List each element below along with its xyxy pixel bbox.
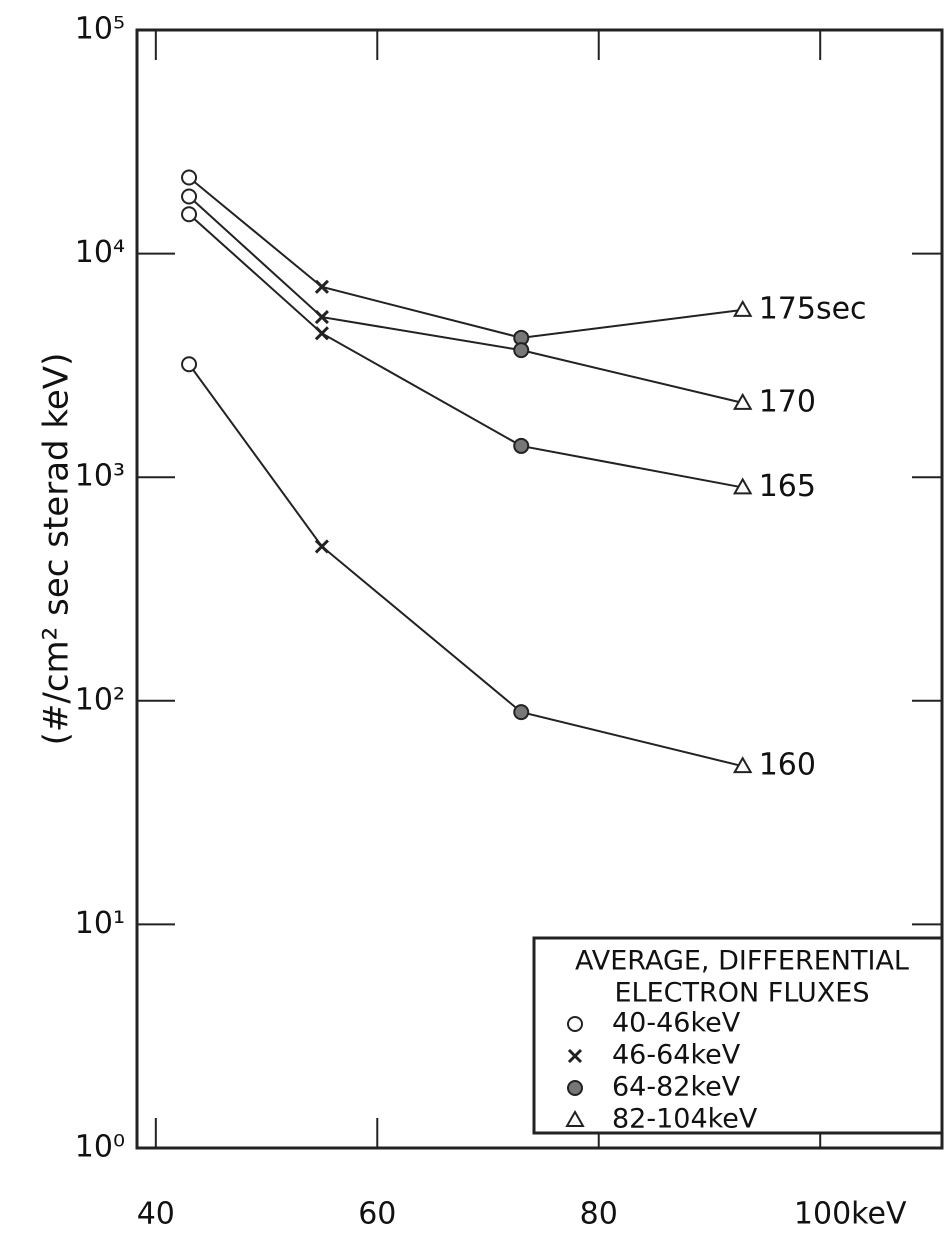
- marker-triangle: [732, 477, 753, 495]
- marker-triangle: [732, 392, 753, 410]
- marker-circle: [567, 1016, 583, 1032]
- legend-title: ELECTRON FLUXES: [615, 978, 870, 1009]
- marker-cross: [567, 1048, 583, 1064]
- marker-circle: [181, 169, 198, 186]
- legend-label: 40-46keV: [612, 1008, 741, 1039]
- marker-circle: [181, 206, 198, 223]
- marker-cross: [314, 326, 329, 341]
- series-line: [188, 176, 743, 339]
- legend-label: 64-82keV: [612, 1072, 741, 1103]
- plot-frame: [135, 28, 944, 1150]
- marker-circle: [181, 188, 198, 205]
- x-tick-label: 100keV: [794, 1197, 907, 1232]
- marker-triangle: [565, 1109, 585, 1127]
- y-axis-label: (#/cm² sec sterad keV): [37, 353, 77, 746]
- marker-triangle: [732, 299, 753, 317]
- series-line: [188, 195, 743, 404]
- marker-cross: [314, 310, 329, 325]
- y-tick-label: 10¹: [75, 906, 125, 941]
- marker-cross: [314, 279, 329, 294]
- series-label: 170: [759, 384, 816, 419]
- series-label: 160: [759, 748, 816, 783]
- legend-label: 82-104keV: [612, 1104, 758, 1135]
- x-tick-label: 40: [137, 1197, 175, 1232]
- series-line: [188, 363, 743, 768]
- marker-dot: [513, 704, 530, 721]
- legend-label: 46-64keV: [612, 1040, 741, 1071]
- series-label: 165: [759, 469, 816, 504]
- x-tick-label: 60: [358, 1197, 396, 1232]
- y-tick-label: 10²: [75, 682, 125, 717]
- y-tick-label: 10⁴: [75, 235, 125, 270]
- marker-dot: [567, 1080, 583, 1096]
- legend-title: AVERAGE, DIFFERENTIAL: [575, 946, 909, 977]
- x-tick-label: 80: [580, 1197, 618, 1232]
- marker-circle: [181, 356, 198, 373]
- series-label: 175sec: [759, 291, 867, 326]
- marker-triangle: [732, 756, 753, 774]
- y-tick-label: 10⁵: [75, 12, 125, 47]
- y-tick-label: 10⁰: [75, 1130, 125, 1165]
- marker-dot: [513, 342, 530, 359]
- legend-box: [532, 936, 944, 1135]
- y-tick-label: 10³: [75, 459, 125, 494]
- series-line: [188, 213, 743, 489]
- marker-dot: [513, 437, 530, 454]
- marker-cross: [314, 539, 329, 554]
